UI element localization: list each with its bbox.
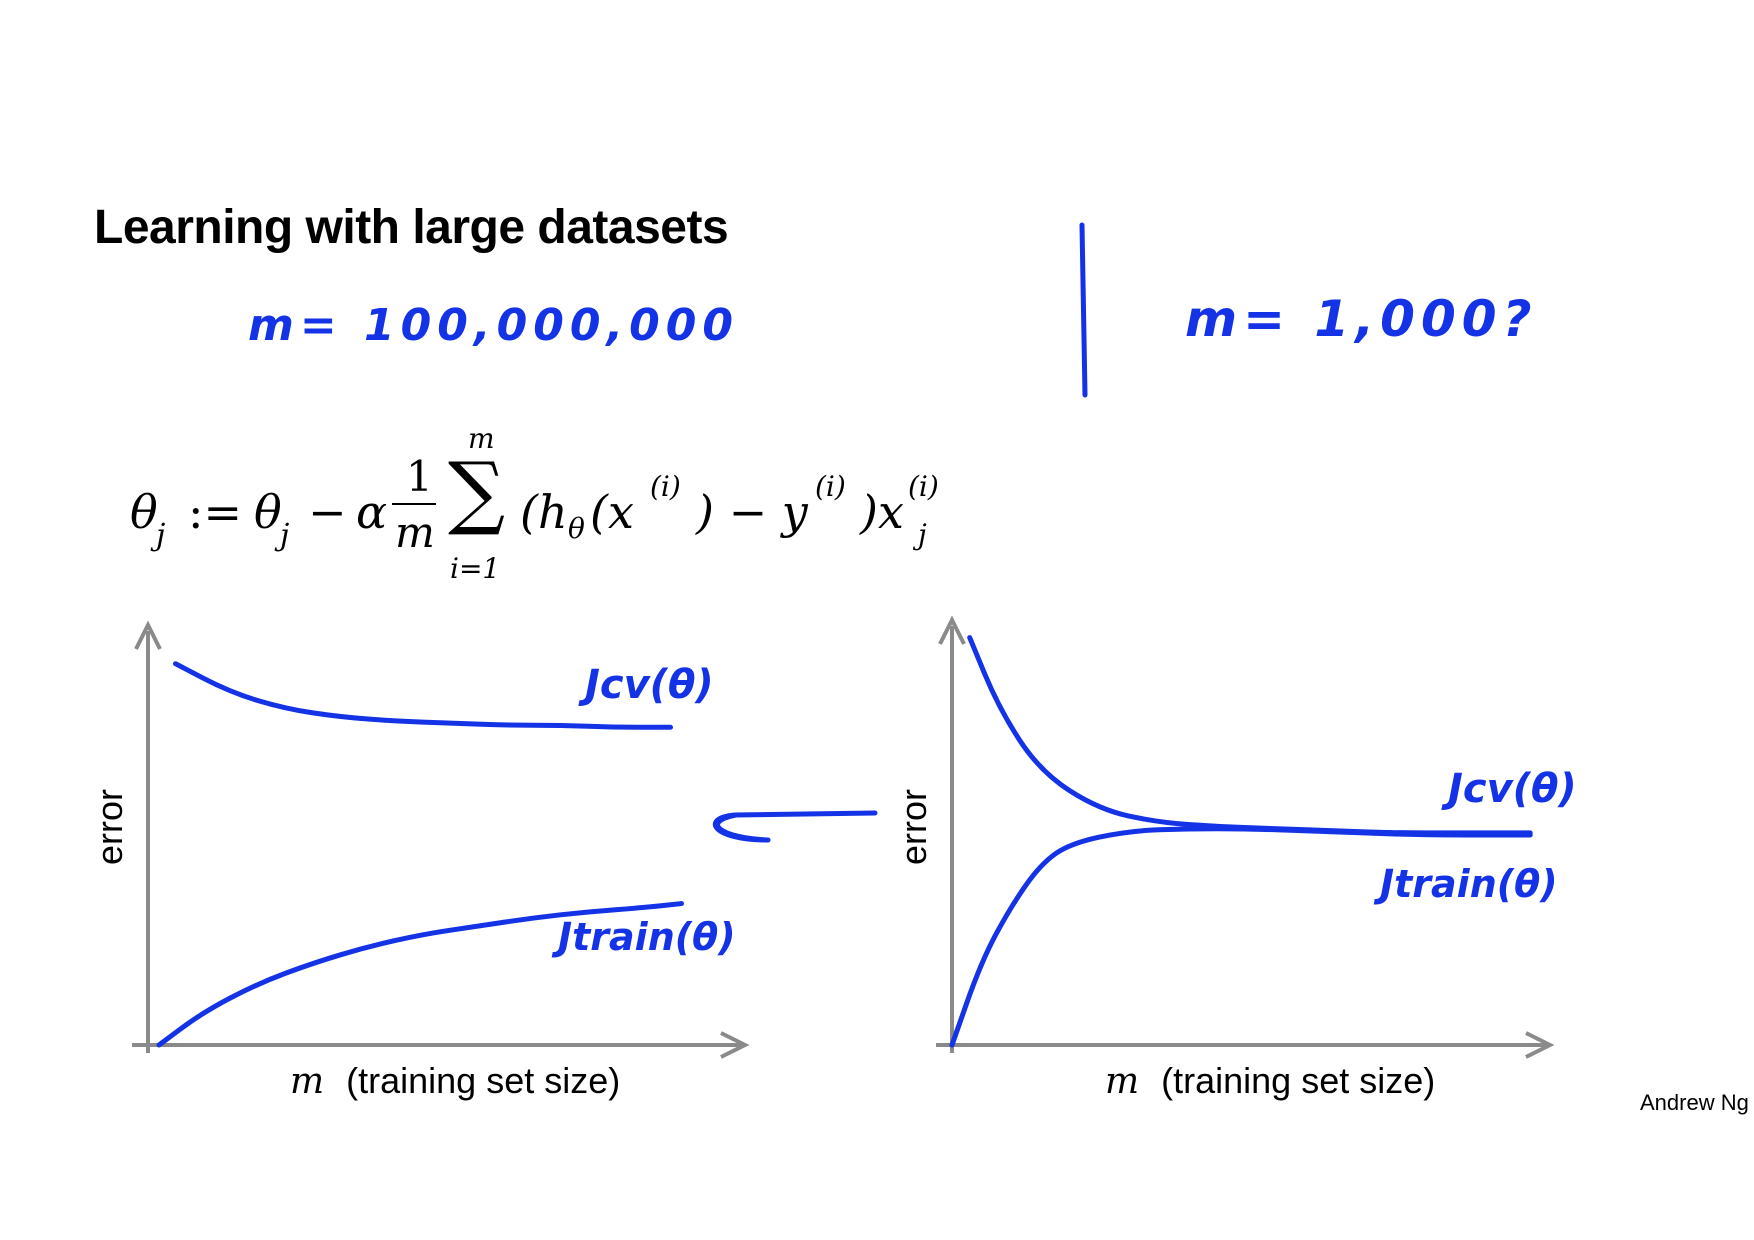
series-jcv-line [967,635,1533,836]
eq-sum-sign: ∑ [448,445,506,538]
chart-right [936,615,1555,1059]
x-axis-arrowhead [720,1031,750,1059]
y-axis-arrowhead [134,620,162,650]
eq-close-minus-y: ) − y [696,485,808,539]
eq-y-sup: (i) [815,470,846,503]
eq-theta-lhs: θ [130,485,158,539]
eq-h-sub: θ [568,512,585,545]
eq-frac-num: 1 [406,452,433,501]
eq-sum-bottom: i=1 [450,552,501,585]
chart-right-xlabel: m (training set size) [1105,1060,1435,1102]
eq-xj-sup: (i) [908,470,939,503]
eq-theta-sub: j [280,518,290,553]
eq-xj-sub: j [918,518,927,551]
slide-title: Learning with large datasets [94,201,729,254]
series-jtrain-line [156,901,684,1048]
chart-right-xlabel-var: m [1105,1061,1140,1102]
series-jcv-line [173,661,673,730]
x-axis-arrowhead [1525,1031,1555,1059]
chart-right-ylabel: error [893,788,935,866]
eq-x-open: (x [590,485,634,539]
eq-frac-bar [392,503,436,505]
eq-body: (h [520,485,568,539]
divider-stroke [1079,222,1088,398]
chart-left [132,620,750,1059]
chart-left-xlabel-text: (training set size) [346,1060,621,1101]
eq-alpha: α [356,485,388,539]
note-small-m: m= 1,000? [1185,290,1538,348]
note-large-m: m= 100,000,000 [248,300,739,351]
chart-left-label-jtrain: Jtrain(θ) [558,915,736,959]
eq-theta: θ [254,485,282,539]
gradient-descent-equation: θ j := θ j − α 1 m m ∑ i=1 (h θ (x (i) )… [130,422,950,600]
chart-right-label-jtrain: Jtrain(θ) [1380,862,1558,906]
eq-minus: − [308,485,347,539]
left-arrow-stroke [712,810,878,843]
eq-frac-den: m [395,508,435,557]
chart-left-label-jcv: Jcv(θ) [585,662,714,708]
chart-left-xlabel: m (training set size) [290,1060,620,1102]
chart-left-xlabel-var: m [290,1061,325,1102]
chart-right-label-jcv: Jcv(θ) [1448,766,1577,812]
chart-left-ylabel: error [89,788,131,866]
series-jtrain-line [949,826,1533,1048]
eq-x-sup: (i) [650,470,681,503]
y-axis-arrowhead [938,615,966,645]
chart-right-xlabel-text: (training set size) [1161,1060,1436,1101]
eq-theta-lhs-sub: j [156,518,166,553]
eq-assign: := [188,485,243,539]
eq-sum-top: m [468,422,495,455]
eq-close-x: )x [860,485,904,539]
author-credit: Andrew Ng [1640,1090,1749,1115]
